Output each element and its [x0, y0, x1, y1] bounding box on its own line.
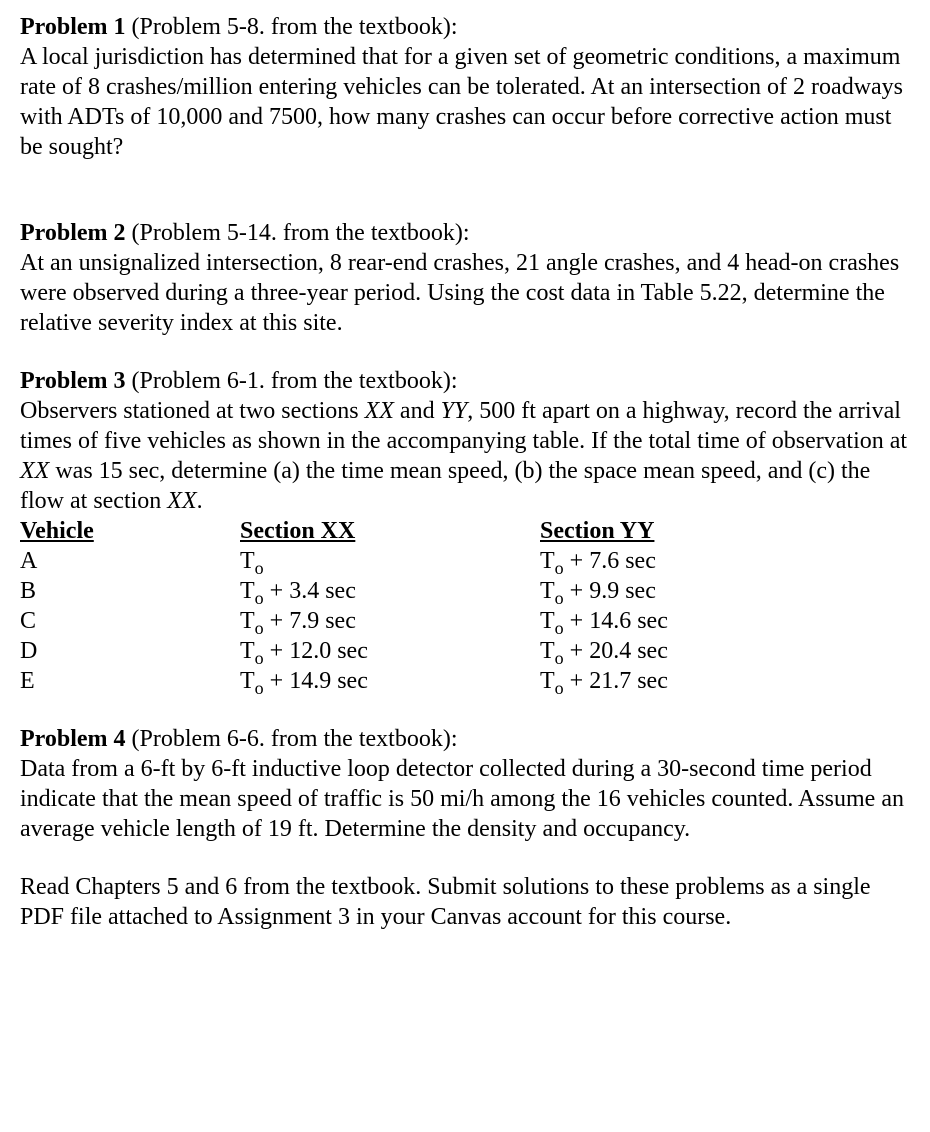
problem-4-header: Problem 4 (Problem 6-6. from the textboo…	[20, 724, 910, 754]
problem-1: Problem 1 (Problem 5-8. from the textboo…	[20, 12, 910, 162]
problem-3-table: VehicleSection XXSection YY AToTo + 7.6 s…	[20, 516, 910, 696]
problem-1-source: (Problem 5-8. from the textbook):	[126, 14, 458, 40]
problem-3: Problem 3 (Problem 6-1. from the textboo…	[20, 366, 910, 696]
table-header-vehicle: Vehicle	[20, 516, 240, 546]
problem-4-source: (Problem 6-6. from the textbook):	[126, 726, 458, 752]
problem-4-body: Data from a 6-ft by 6-ft inductive loop …	[20, 754, 910, 844]
problem-3-source: (Problem 6-1. from the textbook):	[126, 368, 458, 394]
table-row-vehicle: B	[20, 576, 240, 606]
table-row-section-xx: To	[240, 546, 540, 576]
problem-3-post: .	[197, 488, 203, 514]
problem-3-mid3: was 15 sec, determine (a) the time mean …	[20, 458, 870, 514]
problem-3-xx3: XX	[167, 488, 196, 514]
table-row-section-yy: To + 20.4 sec	[540, 636, 910, 666]
problem-4: Problem 4 (Problem 6-6. from the textboo…	[20, 724, 910, 844]
table-row-vehicle: D	[20, 636, 240, 666]
problem-2-source: (Problem 5-14. from the textbook):	[126, 220, 470, 246]
problem-3-mid1: and	[394, 398, 441, 424]
problem-2: Problem 2 (Problem 5-14. from the textbo…	[20, 218, 910, 338]
table-row-section-yy: To + 7.6 sec	[540, 546, 910, 576]
table-row-section-xx: To + 7.9 sec	[240, 606, 540, 636]
problem-3-xx2: XX	[20, 458, 49, 484]
problem-2-header: Problem 2 (Problem 5-14. from the textbo…	[20, 218, 910, 248]
table-row-vehicle: E	[20, 666, 240, 696]
problem-3-header: Problem 3 (Problem 6-1. from the textboo…	[20, 366, 910, 396]
table-row-section-yy: To + 21.7 sec	[540, 666, 910, 696]
table-row-section-yy: To + 14.6 sec	[540, 606, 910, 636]
table-header-section-xx: Section XX	[240, 516, 540, 546]
table-row-vehicle: A	[20, 546, 240, 576]
problem-3-label: Problem 3	[20, 368, 126, 394]
problem-3-yy1: YY	[441, 398, 468, 424]
problem-1-label: Problem 1	[20, 14, 126, 40]
problem-4-label: Problem 4	[20, 726, 126, 752]
problem-1-header: Problem 1 (Problem 5-8. from the textboo…	[20, 12, 910, 42]
problem-1-body: A local jurisdiction has determined that…	[20, 42, 910, 162]
table-row-section-xx: To + 3.4 sec	[240, 576, 540, 606]
table-row-section-yy: To + 9.9 sec	[540, 576, 910, 606]
problem-3-body-pre: Observers stationed at two sections	[20, 398, 365, 424]
problem-2-label: Problem 2	[20, 220, 126, 246]
table-row-section-xx: To + 14.9 sec	[240, 666, 540, 696]
table-row-section-xx: To + 12.0 sec	[240, 636, 540, 666]
problem-3-body: Observers stationed at two sections XX a…	[20, 396, 910, 516]
table-header-section-yy: Section YY	[540, 516, 910, 546]
problem-2-body: At an unsignalized intersection, 8 rear-…	[20, 248, 910, 338]
table-row-vehicle: C	[20, 606, 240, 636]
problem-3-xx1: XX	[365, 398, 394, 424]
submission-instructions: Read Chapters 5 and 6 from the textbook.…	[20, 872, 910, 932]
